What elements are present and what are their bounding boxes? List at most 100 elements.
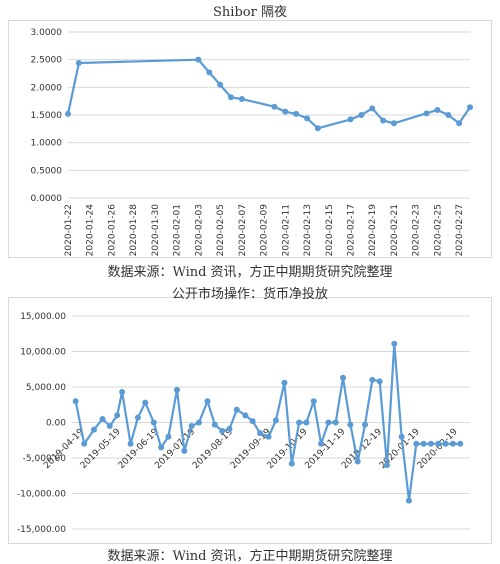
x-tick-label: 2020-01-26 (107, 204, 117, 257)
data-point (304, 115, 311, 122)
x-tick-label: 2020-02-13 (303, 204, 313, 256)
y-tick-label: 1.0000 (31, 139, 63, 149)
y-tick-label: -5,000.00 (23, 454, 67, 464)
data-point (249, 418, 256, 425)
data-point (390, 120, 397, 127)
x-tick-label: 2020-02-19 (368, 204, 378, 257)
data-point (226, 425, 233, 432)
data-point (227, 94, 234, 101)
data-point (188, 423, 195, 430)
data-point (238, 95, 245, 102)
y-tick-label: 3.0000 (31, 28, 63, 38)
data-point (233, 406, 240, 413)
data-point (362, 421, 369, 428)
series-line (74, 343, 461, 501)
x-tick-label: 2020-02-07 (238, 204, 248, 256)
x-tick-label: 2020-02-21 (390, 204, 400, 256)
data-point (340, 374, 347, 381)
x-tick-label: 2020-02-01 (173, 204, 183, 256)
data-point (427, 440, 434, 447)
data-point (257, 430, 264, 437)
data-point (134, 414, 141, 421)
y-tick-label: 2.5000 (31, 56, 63, 66)
data-point (445, 112, 452, 118)
data-point (99, 415, 106, 422)
chart-2-source: 数据来源：Wind 资讯，方正中期期货研究院整理 (107, 549, 393, 564)
data-point (81, 440, 88, 447)
data-point (318, 440, 325, 447)
data-point (206, 69, 213, 76)
data-point (442, 440, 449, 447)
data-point (271, 103, 278, 110)
data-point (150, 419, 157, 426)
data-point (332, 419, 339, 426)
data-point (114, 412, 121, 419)
y-tick-label: 0.0000 (31, 194, 63, 204)
x-tick-label: 2020-02-15 (325, 204, 335, 256)
data-point (72, 398, 79, 405)
y-tick-label: 15,000.00 (20, 312, 66, 322)
data-point (119, 388, 126, 395)
x-tick-label: 2020-02-05 (216, 204, 226, 256)
x-tick-label: 2020-01-30 (151, 204, 161, 257)
chart-1-frame (8, 20, 492, 258)
data-point (217, 81, 224, 88)
data-point (310, 398, 317, 405)
data-point (265, 433, 272, 440)
data-point (449, 440, 456, 447)
data-point (272, 417, 279, 424)
y-tick-label: 5,000.00 (26, 383, 66, 393)
data-point (195, 419, 202, 426)
y-tick-label: -15,000.00 (17, 525, 66, 535)
data-point (219, 428, 226, 435)
data-point (296, 419, 303, 426)
data-point (435, 440, 442, 447)
data-point (354, 458, 361, 465)
data-point (383, 462, 390, 469)
data-point (376, 378, 383, 385)
y-tick-label: 0.5000 (31, 166, 63, 176)
data-point (158, 444, 165, 451)
chart-2-title: 公开市场操作：货币净投放 (171, 287, 328, 302)
x-tick-label: 2020-01-22 (64, 204, 74, 256)
data-point (90, 426, 97, 433)
x-tick-label: 2020-01-24 (86, 204, 96, 257)
data-point (211, 421, 218, 428)
x-tick-label: 2020-02-27 (455, 204, 465, 256)
data-point (314, 125, 321, 132)
data-point (398, 433, 405, 440)
y-tick-label: 1.5000 (31, 111, 63, 121)
data-point (347, 421, 354, 428)
series-line (66, 58, 471, 130)
data-point (467, 104, 473, 111)
data-point (282, 108, 289, 115)
data-point (127, 440, 134, 447)
chart-1-title: Shibor 隔夜 (213, 5, 287, 20)
x-tick-label: 2020-02-17 (346, 204, 356, 256)
x-tick-label: 2020-02-25 (433, 204, 443, 256)
x-tick-label: 2020-01-28 (129, 204, 139, 257)
data-point (456, 120, 463, 127)
data-point (293, 110, 300, 117)
y-tick-label: 0.00 (46, 419, 66, 429)
data-point (75, 59, 82, 66)
x-tick-label: 2020-02-09 (260, 204, 270, 257)
chart-1-source: 数据来源：Wind 资讯，方正中期期货研究院整理 (107, 265, 393, 280)
data-point (106, 423, 113, 430)
data-point (303, 419, 310, 426)
x-tick-label: 2020-02-19 (416, 427, 460, 471)
data-point (142, 399, 149, 406)
data-point (380, 117, 387, 124)
data-point (165, 433, 172, 440)
data-point (65, 110, 71, 117)
data-point (288, 460, 295, 467)
data-point (325, 419, 332, 426)
data-point (173, 386, 180, 393)
data-point (281, 379, 288, 386)
data-point (369, 105, 376, 112)
data-point (358, 112, 365, 118)
y-tick-label: 10,000.00 (20, 348, 66, 358)
data-point (195, 56, 202, 63)
